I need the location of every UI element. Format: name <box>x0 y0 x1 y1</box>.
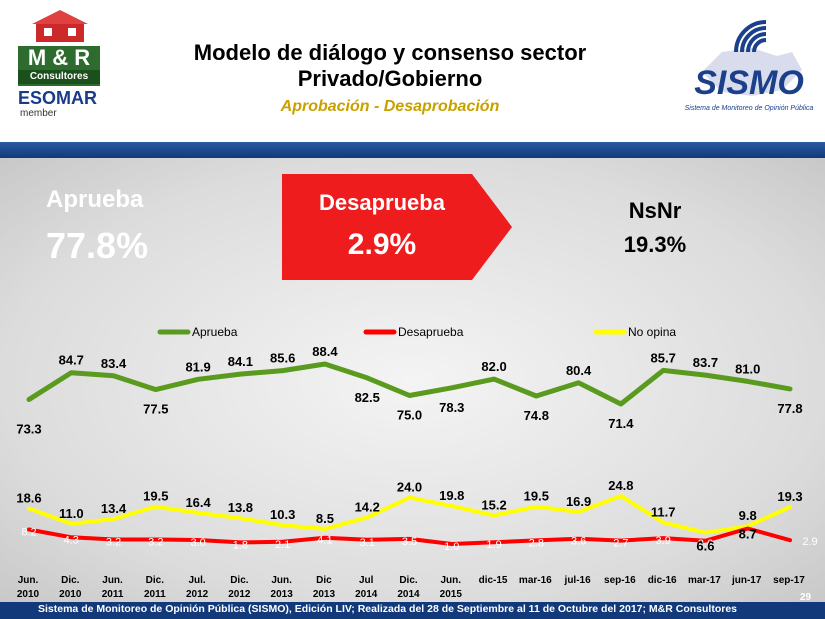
sismo-tagline: Sistema de Monitoreo de Opinión Pública <box>685 105 814 112</box>
mr-label: M & R <box>27 45 91 70</box>
aprueba-kpi-label: Aprueba <box>46 186 144 213</box>
mr-logo-text: M & R Consultores <box>18 46 100 86</box>
member-label: member <box>20 108 57 119</box>
page-title: Modelo de diálogo y consenso sector Priv… <box>120 40 660 92</box>
esomar-label: ESOMAR <box>18 88 98 108</box>
page-number: 29 <box>800 592 812 603</box>
desaprueba-kpi-value: 2.9% <box>347 228 417 261</box>
title-line-1: Modelo de diálogo y consenso sector <box>193 40 587 65</box>
header: M & R Consultores ESOMAR member Modelo d… <box>0 0 825 140</box>
nsnr-kpi-label: NsNr <box>628 198 682 223</box>
consultores-label: Consultores <box>18 70 100 84</box>
title-line-2: Privado/Gobierno <box>297 66 483 91</box>
sismo-logo: SISMO Sistema de Monitoreo de Opinión Pú… <box>685 20 814 112</box>
footer-bar <box>0 602 825 619</box>
house-icon <box>32 10 88 42</box>
footer-source-text: Sistema de Monitoreo de Opinión Pública … <box>38 603 737 615</box>
sismo-wordmark: SISMO <box>694 64 804 102</box>
page-subtitle: Aprobación - Desaprobación <box>280 98 500 115</box>
desaprueba-kpi-label: Desaprueba <box>319 190 445 215</box>
header-band <box>0 142 825 158</box>
aprueba-kpi-value: 77.8% <box>46 225 149 266</box>
nsnr-kpi-value: 19.3% <box>623 232 687 257</box>
desaprueba-arrow-box <box>282 174 512 280</box>
mr-consultores-logo: M & R Consultores ESOMAR member <box>18 8 100 124</box>
